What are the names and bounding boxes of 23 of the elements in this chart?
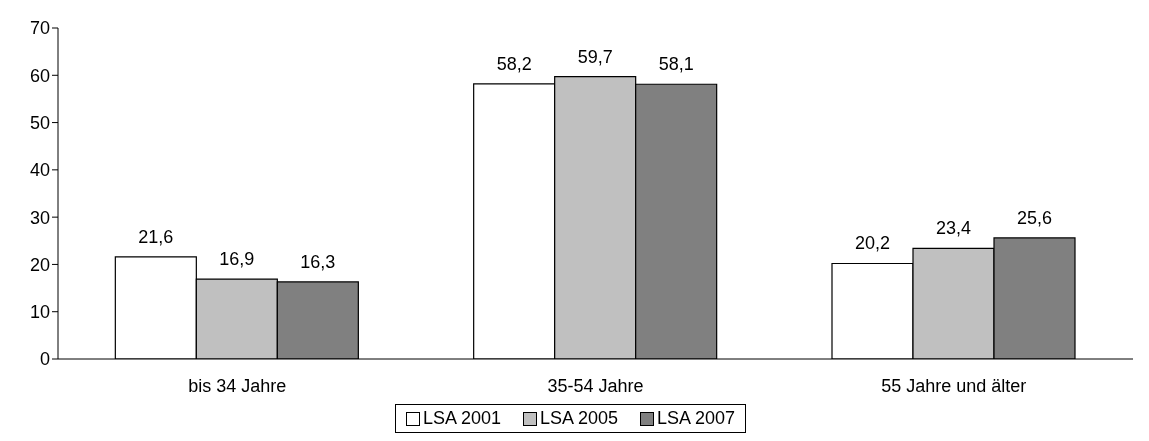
data-label: 23,4: [935, 218, 972, 239]
data-label: 20,2: [854, 233, 891, 254]
data-label: 25,6: [1016, 207, 1053, 228]
y-tick-label: 60: [29, 65, 50, 86]
legend-label: LSA 2005: [538, 408, 619, 429]
x-tick-label: 35-54 Jahre: [547, 375, 644, 396]
data-label: 16,3: [300, 251, 336, 272]
y-tick-label: 10: [29, 302, 50, 323]
y-tick-label: 70: [29, 18, 50, 39]
data-label: 59,7: [577, 46, 613, 67]
y-tick-label: 40: [29, 160, 50, 181]
data-label: 16,9: [219, 249, 255, 270]
data-label: 58,1: [658, 54, 694, 75]
legend-label: LSA 2001: [421, 408, 501, 429]
y-tick-label: 30: [29, 207, 50, 228]
data-label: 21,6: [138, 226, 174, 247]
y-tick-label: 50: [29, 112, 50, 133]
legend-label: LSA 2007: [656, 408, 736, 429]
x-tick-label: 55 Jahre und älter: [881, 375, 1027, 396]
data-label: 58,2: [496, 53, 532, 74]
y-tick-label: 20: [29, 254, 50, 275]
y-tick-label: 0: [39, 349, 50, 370]
x-tick-label: bis 34 Jahre: [188, 375, 287, 396]
